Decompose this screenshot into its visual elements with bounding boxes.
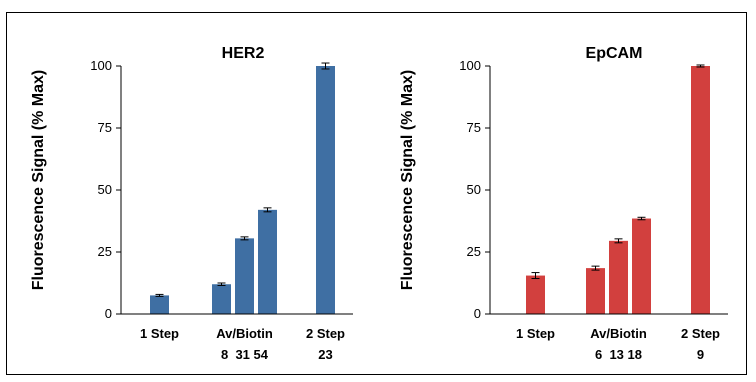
category-label: 2 Step [306, 326, 345, 341]
category-label: 2 Step [681, 326, 720, 341]
y-tick-label: 0 [105, 306, 112, 321]
bar [258, 209, 277, 314]
y-tick-label: 50 [98, 182, 112, 197]
y-tick-label: 75 [467, 120, 481, 135]
y-tick-label: 25 [467, 244, 481, 259]
category-sublabel: 23 [318, 347, 332, 362]
category-label: Av/Biotin [590, 326, 647, 341]
y-axis-label: Fluorescence Signal (% Max) [30, 70, 47, 291]
category-sublabel: 9 [697, 347, 704, 362]
y-tick-label: 75 [98, 120, 112, 135]
bar [609, 240, 628, 314]
y-tick-label: 0 [474, 306, 481, 321]
category-sublabel: 8 31 54 [221, 347, 269, 362]
bar [526, 275, 545, 314]
y-tick-label: 25 [98, 244, 112, 259]
bar [212, 284, 231, 314]
y-tick-label: 100 [459, 58, 481, 73]
chart-title: EpCAM [586, 45, 643, 62]
y-axis-label: Fluorescence Signal (% Max) [399, 70, 416, 291]
bar [586, 268, 605, 314]
bar [316, 66, 335, 314]
category-label: 1 Step [140, 326, 179, 341]
bar [691, 66, 710, 314]
category-label: 1 Step [516, 326, 555, 341]
category-label: Av/Biotin [216, 326, 273, 341]
y-tick-label: 50 [467, 182, 481, 197]
chart-title: HER2 [222, 45, 265, 62]
y-tick-label: 100 [90, 58, 112, 73]
bar [235, 238, 254, 314]
category-sublabel: 6 13 18 [595, 347, 642, 362]
bar [150, 295, 169, 314]
bar [632, 218, 651, 314]
